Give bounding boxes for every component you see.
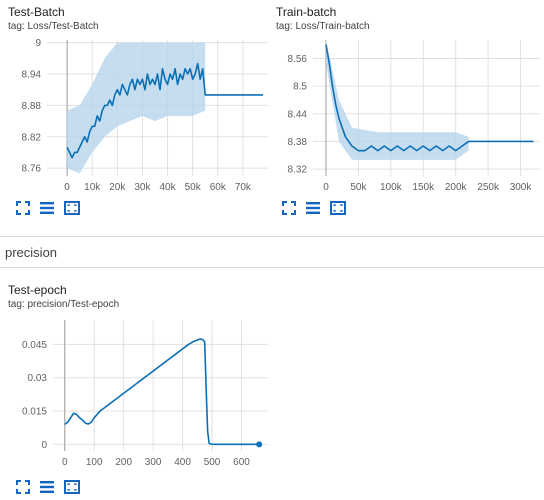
- x-tick-label: 200: [115, 457, 132, 468]
- section-divider-bottom: [0, 267, 544, 268]
- x-tick-label: 500: [204, 457, 221, 468]
- raw-series-band: [67, 42, 206, 174]
- x-tick-label: 200k: [445, 182, 468, 193]
- list-icon[interactable]: [306, 201, 320, 215]
- series-line: [66, 62, 263, 159]
- list-icon[interactable]: [40, 201, 54, 215]
- y-tick-label: 0: [41, 440, 47, 451]
- y-tick-label: 8.38: [288, 137, 308, 148]
- y-tick-label: 8.88: [22, 101, 42, 112]
- chart-card-test-batch: Test-Batch tag: Loss/Test-Batch 0 10k 20k 3…: [0, 0, 272, 230]
- chart-title: Train-batch: [276, 5, 337, 19]
- x-tick-label: 0: [64, 182, 70, 193]
- series-line: [325, 44, 534, 152]
- x-tick-label: 70k: [235, 182, 252, 193]
- y-tick-label: 0.045: [22, 340, 47, 351]
- y-tick-label: 8.94: [22, 70, 42, 81]
- fit-domain-icon[interactable]: [64, 201, 80, 215]
- section-divider-top: [0, 236, 544, 237]
- x-tick-label: 50k: [350, 182, 367, 193]
- x-tick-label: 600: [233, 457, 250, 468]
- x-tick-label: 40k: [159, 182, 176, 193]
- fullscreen-icon[interactable]: [16, 480, 30, 494]
- x-tick-label: 300: [145, 457, 162, 468]
- x-tick-label: 300k: [510, 182, 533, 193]
- x-tick-label: 50k: [185, 182, 202, 193]
- fit-domain-icon[interactable]: [64, 480, 80, 494]
- y-tick-label: 0.015: [22, 407, 47, 418]
- chart-title: Test-Batch: [8, 5, 65, 19]
- y-tick-label: 9: [35, 38, 41, 49]
- raw-series-band: [325, 40, 469, 160]
- x-tick-label: 20k: [109, 182, 126, 193]
- x-tick-label: 10k: [84, 182, 101, 193]
- test-batch-plot[interactable]: 0 10k 20k 30k 40k 50k 60k 70k 8.76 8.82 8.88 8.94 9: [0, 0, 272, 230]
- list-icon[interactable]: [40, 480, 54, 494]
- y-tick-label: 8.56: [288, 54, 308, 65]
- series-line: [64, 338, 260, 446]
- y-tick-label: 0.03: [28, 373, 48, 384]
- y-tick-label: 8.82: [22, 132, 42, 143]
- x-tick-label: 250k: [477, 182, 500, 193]
- chart-card-train-batch: Train-batch tag: Loss/Train-batch 0 50k 10…: [272, 0, 544, 230]
- y-tick-label: 8.32: [288, 165, 308, 176]
- chart-tag: tag: Loss/Train-batch: [276, 21, 370, 32]
- series-end-point: [256, 441, 263, 448]
- chart-toolbar: [16, 480, 80, 494]
- chart-toolbar: [16, 201, 80, 215]
- fullscreen-icon[interactable]: [282, 201, 296, 215]
- train-batch-plot[interactable]: 0 50k 100k 150k 200k 250k 300k 8.32 8.38 8.44 8.5 8…: [272, 0, 544, 230]
- fullscreen-icon[interactable]: [16, 201, 30, 215]
- chart-toolbar: [282, 201, 346, 215]
- y-tick-label: 8.76: [22, 164, 42, 175]
- x-tick-label: 60k: [210, 182, 227, 193]
- x-tick-label: 400: [174, 457, 191, 468]
- chart-title: Test-epoch: [8, 283, 67, 297]
- chart-tag: tag: precision/Test-epoch: [8, 299, 120, 310]
- test-epoch-plot[interactable]: 0 100 200 300 400 500 600 0 0.015 0.03 0.045: [0, 278, 272, 500]
- x-tick-label: 150k: [412, 182, 435, 193]
- fit-domain-icon[interactable]: [330, 201, 346, 215]
- x-tick-label: 100: [86, 457, 103, 468]
- x-tick-label: 100k: [380, 182, 403, 193]
- x-tick-label: 0: [62, 457, 68, 468]
- x-tick-label: 30k: [134, 182, 151, 193]
- y-tick-label: 8.5: [293, 82, 307, 93]
- section-header-precision[interactable]: precision: [5, 245, 58, 260]
- y-tick-label: 8.44: [288, 109, 308, 120]
- x-tick-label: 0: [323, 182, 329, 193]
- chart-card-test-epoch: Test-epoch tag: precision/Test-epoch 0 10…: [0, 278, 272, 500]
- chart-tag: tag: Loss/Test-Batch: [8, 21, 99, 32]
